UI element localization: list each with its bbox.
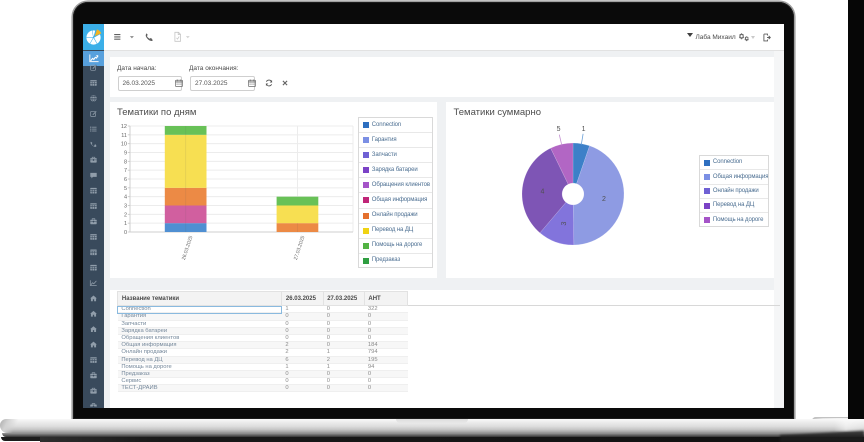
svg-text:10: 10 [120, 142, 126, 148]
svg-text:26.03.2025: 26.03.2025 [180, 235, 194, 261]
svg-text:9: 9 [123, 151, 126, 157]
svg-text:2: 2 [123, 212, 126, 218]
svg-text:4: 4 [123, 195, 126, 201]
svg-text:6: 6 [123, 177, 126, 183]
svg-text:7: 7 [123, 168, 126, 174]
svg-text:1: 1 [582, 126, 586, 133]
svg-text:2: 2 [602, 196, 606, 203]
svg-text:1: 1 [123, 221, 126, 227]
svg-text:5: 5 [557, 126, 561, 133]
svg-text:12: 12 [120, 124, 126, 130]
svg-text:0: 0 [123, 230, 126, 236]
svg-text:3: 3 [561, 221, 568, 226]
svg-text:4: 4 [540, 189, 544, 196]
svg-text:8: 8 [123, 159, 126, 165]
svg-text:11: 11 [121, 133, 127, 139]
svg-text:5: 5 [123, 186, 126, 192]
svg-text:27.03.2025: 27.03.2025 [292, 235, 306, 261]
svg-text:3: 3 [123, 204, 126, 210]
